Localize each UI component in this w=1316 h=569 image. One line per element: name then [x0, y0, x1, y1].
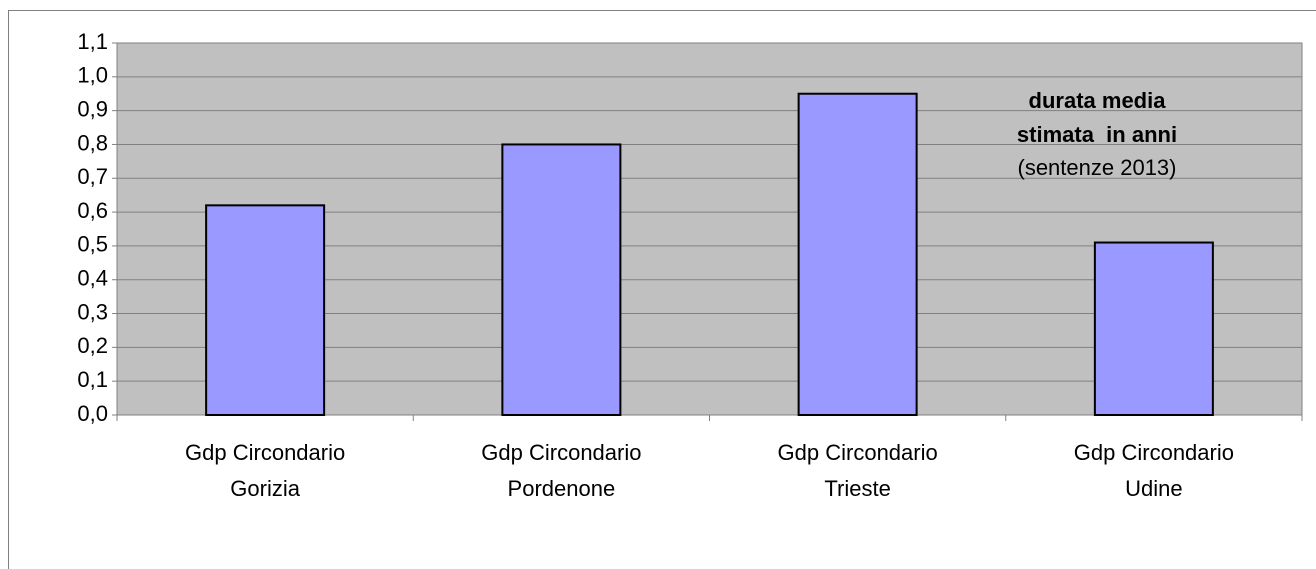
- x-tick-label: Gdp Circondario Trieste: [777, 440, 938, 501]
- y-tick-label: 0,4: [77, 266, 108, 291]
- x-tick-label-box: Gdp Circondario Gorizia: [185, 440, 346, 501]
- y-tick-label: 0,7: [77, 164, 108, 189]
- annotation: stimata in anni: [1017, 122, 1177, 147]
- y-tick-label: 0,1: [77, 367, 108, 392]
- bar: [501, 143, 622, 416]
- bar: [797, 92, 918, 417]
- x-tick-label-box: Gdp Circondario Pordenone: [481, 440, 642, 501]
- bar: [1093, 241, 1214, 416]
- x-tick-label-box: Gdp Circondario Udine: [1073, 440, 1234, 501]
- y-tick-label: 0,2: [77, 333, 108, 358]
- y-tick-label: 1,0: [77, 63, 108, 88]
- y-tick-label: 0,6: [77, 198, 108, 223]
- y-tick-label: 1,1: [77, 29, 108, 54]
- x-tick-label: Gdp Circondario Pordenone: [481, 440, 642, 501]
- y-tick-label: 0,0: [77, 401, 108, 426]
- bar: [205, 204, 326, 416]
- y-tick-label: 0,9: [77, 96, 108, 121]
- x-tick-label: Gdp Circondario Gorizia: [185, 440, 346, 501]
- y-tick-label: 0,8: [77, 130, 108, 155]
- x-tick-label: Gdp Circondario Udine: [1073, 440, 1234, 501]
- y-tick-label: 0,3: [77, 299, 108, 324]
- y-tick-label: 0,5: [77, 232, 108, 257]
- annotation: durata media: [1029, 88, 1167, 113]
- x-tick-label-box: Gdp Circondario Trieste: [777, 440, 938, 501]
- annotation: (sentenze 2013): [1018, 155, 1177, 180]
